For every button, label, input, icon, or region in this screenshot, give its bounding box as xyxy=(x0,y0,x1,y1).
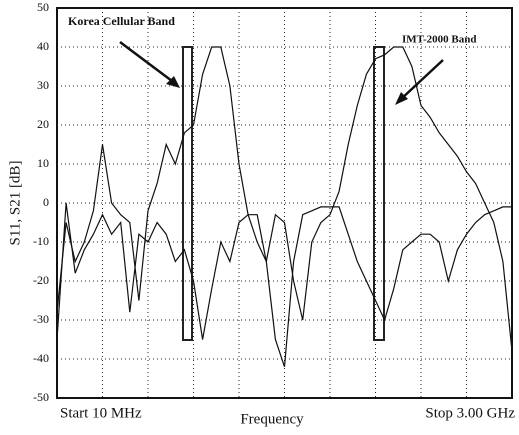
x-stop-label: Stop 3.00 GHz xyxy=(425,405,515,421)
annotation: IMT-2000 Band xyxy=(402,34,476,46)
band-rect xyxy=(373,46,385,341)
arrowhead xyxy=(166,76,180,88)
y-tick-label: 10 xyxy=(37,156,49,170)
y-tick-label: -10 xyxy=(33,234,49,248)
y-axis-label: S11, S21 [dB] xyxy=(7,161,23,246)
y-tick-label: -40 xyxy=(33,351,49,365)
y-tick-label: 50 xyxy=(37,0,49,14)
y-tick-label: 0 xyxy=(43,195,49,209)
x-start-label: Start 10 MHz xyxy=(60,405,142,421)
arrow xyxy=(119,41,177,85)
arrowhead xyxy=(395,92,408,105)
band-rect xyxy=(182,46,193,341)
annotation: Korea Cellular Band xyxy=(68,14,175,28)
y-tick-label: 20 xyxy=(37,117,49,131)
x-axis-label: Frequency xyxy=(240,411,304,427)
y-tick-label: -50 xyxy=(33,390,49,404)
series-line xyxy=(56,202,512,367)
y-tick-label: -30 xyxy=(33,312,49,326)
y-tick-label: -20 xyxy=(33,273,49,287)
band-highlights xyxy=(119,41,444,341)
y-tick-label: 30 xyxy=(37,78,49,92)
series-line xyxy=(56,46,513,352)
y-tick-label: 40 xyxy=(37,39,49,53)
